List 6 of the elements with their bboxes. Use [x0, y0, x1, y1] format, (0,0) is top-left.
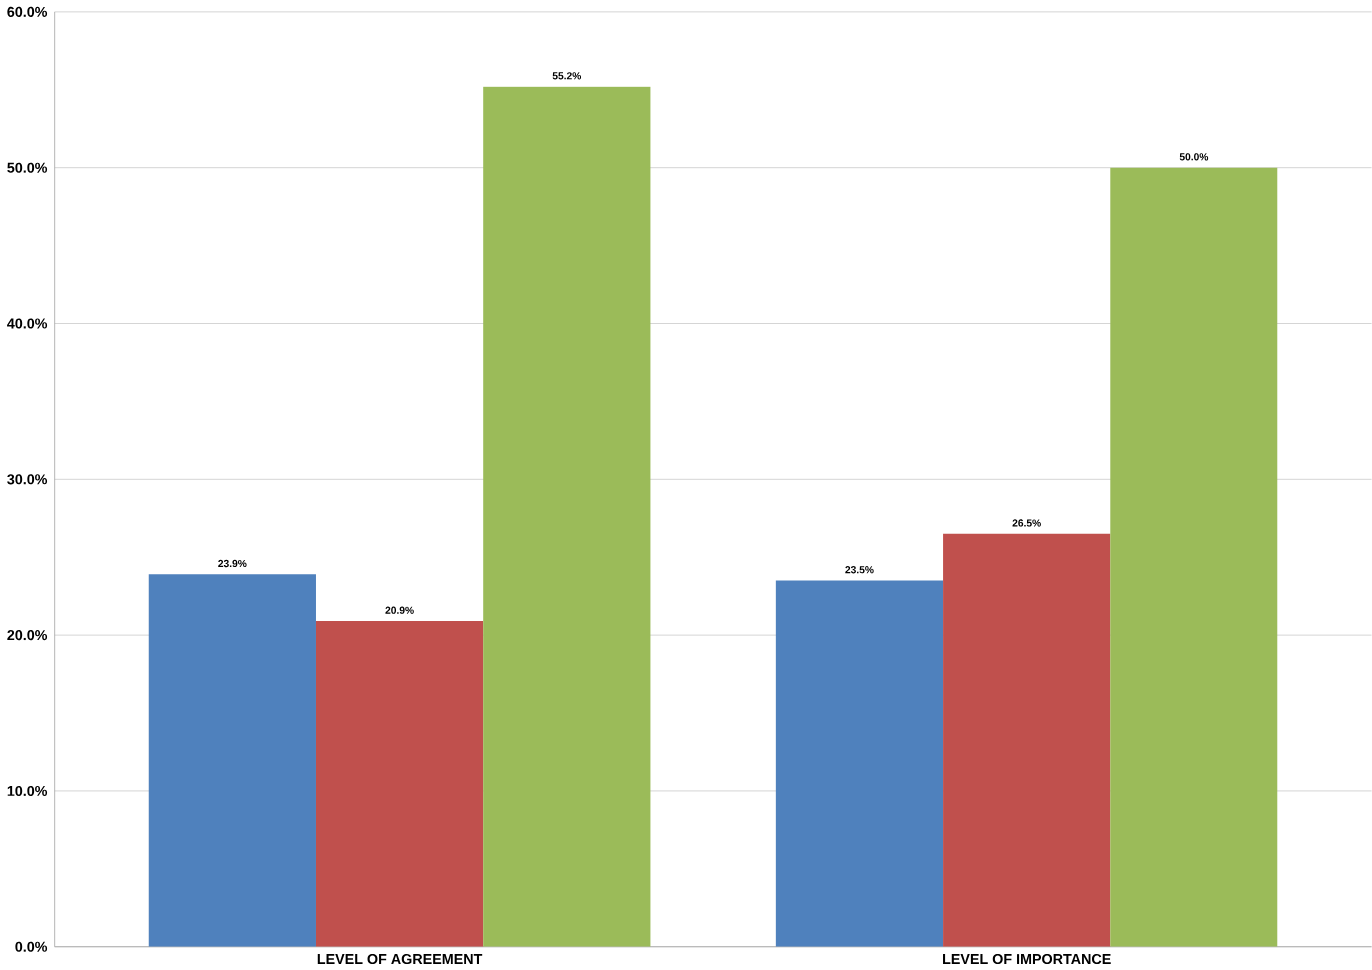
- bar: [943, 533, 1111, 947]
- bar: [483, 86, 651, 947]
- bar: [775, 580, 944, 947]
- bar: [315, 620, 484, 947]
- bar: [1110, 167, 1278, 947]
- bar: [148, 573, 316, 947]
